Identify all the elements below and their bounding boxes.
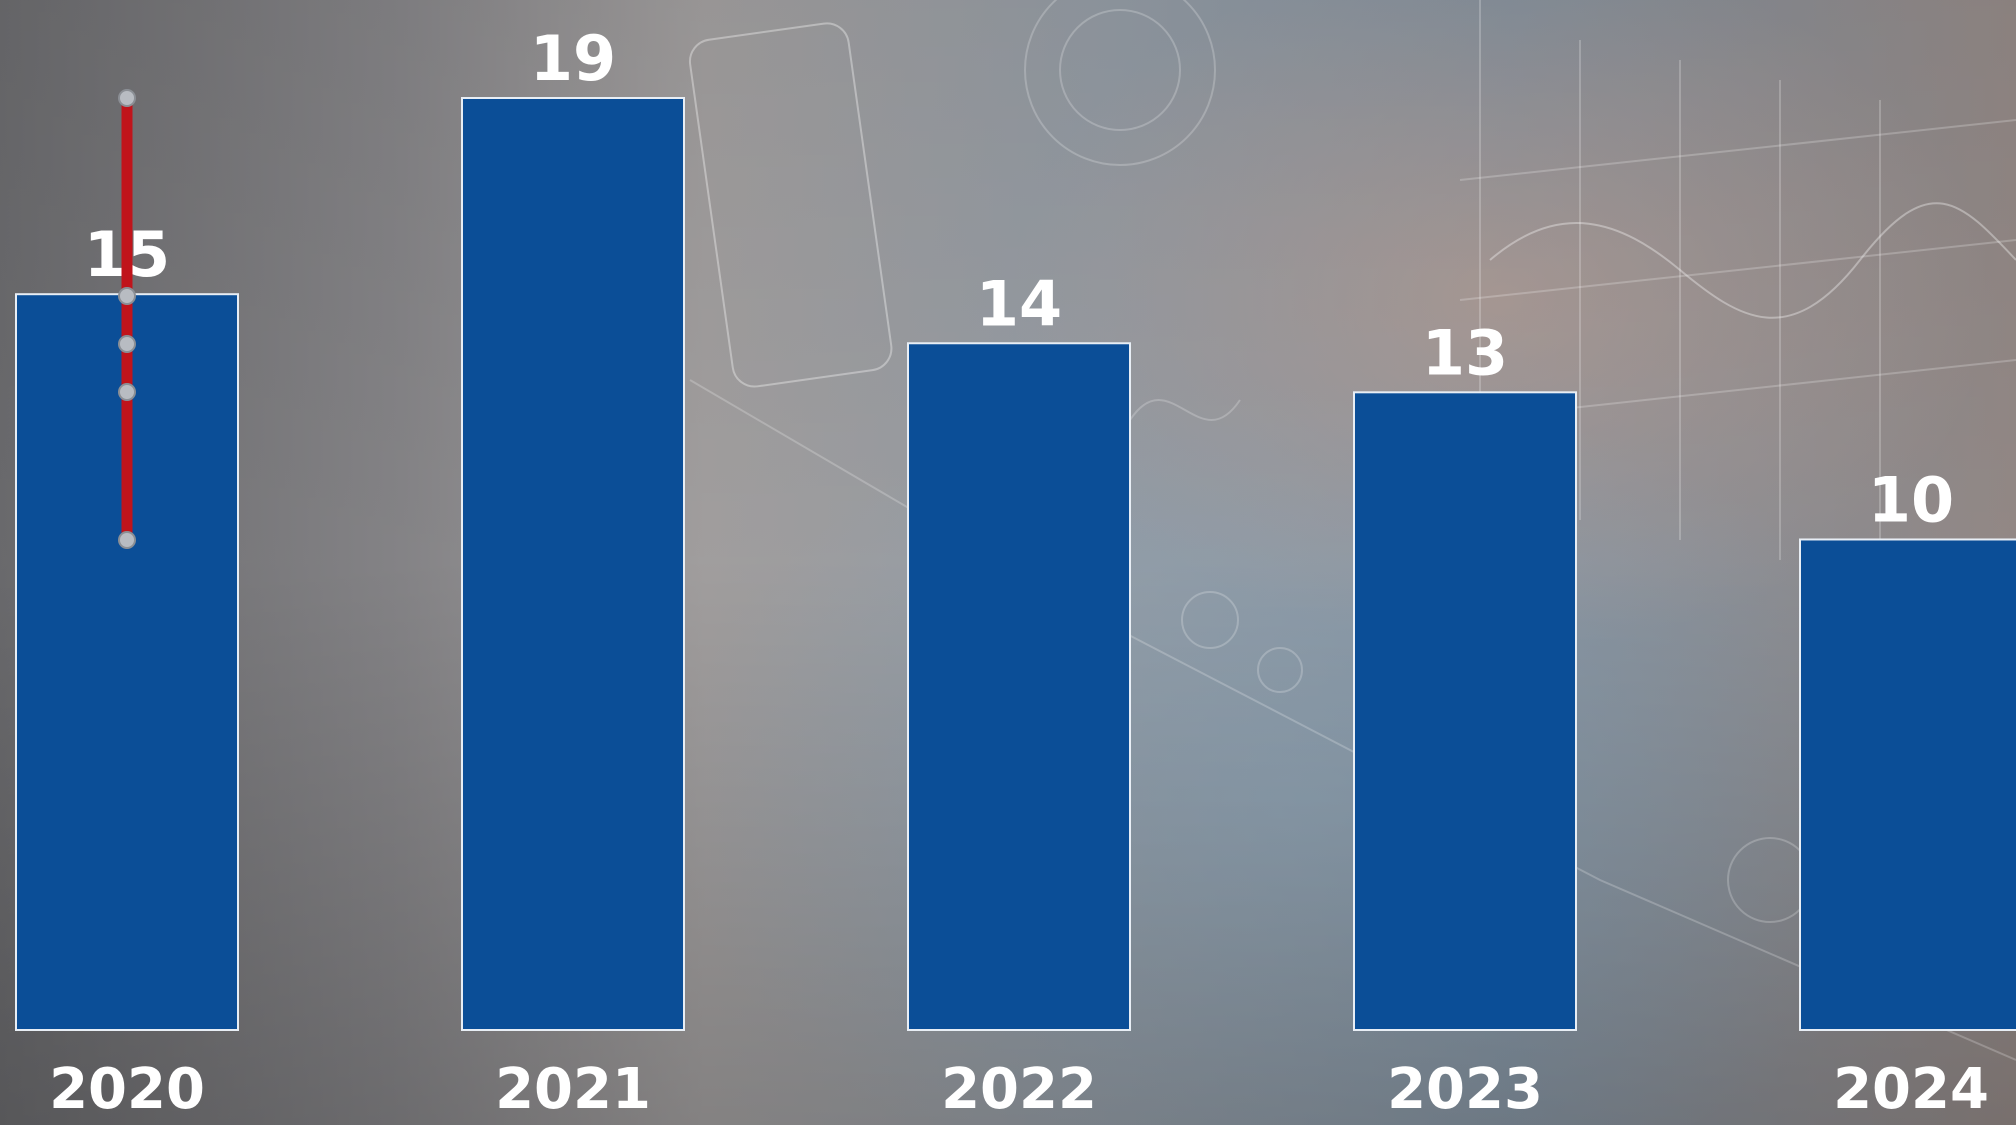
handle-dot-3[interactable]: [118, 383, 136, 401]
value-label-2021: 19: [530, 22, 616, 95]
category-label-2021: 2021: [495, 1057, 651, 1122]
bar-2021: [461, 97, 685, 1031]
handle-dot-1[interactable]: [118, 287, 136, 305]
handle-dot-bottom[interactable]: [118, 531, 136, 549]
category-label-2020: 2020: [49, 1057, 205, 1122]
bar-2024: [1799, 538, 2016, 1031]
handle-dot-top[interactable]: [118, 89, 136, 107]
selection-handle-icon[interactable]: [118, 89, 136, 549]
value-label-2024: 10: [1868, 463, 1954, 536]
bars-layer: [15, 97, 2016, 1032]
category-label-2023: 2023: [1387, 1057, 1543, 1122]
category-label-2022: 2022: [941, 1057, 1097, 1122]
handle-dot-2[interactable]: [118, 335, 136, 353]
value-labels-layer: 1519141310: [84, 22, 1954, 536]
bar-2023: [1353, 391, 1577, 1031]
bar-2022: [907, 342, 1131, 1031]
value-label-2022: 14: [976, 267, 1062, 340]
category-labels-layer: 2020 2021 2022 2023 2024: [49, 1057, 1989, 1122]
category-label-2024: 2024: [1833, 1057, 1989, 1122]
value-label-2023: 13: [1422, 316, 1508, 389]
